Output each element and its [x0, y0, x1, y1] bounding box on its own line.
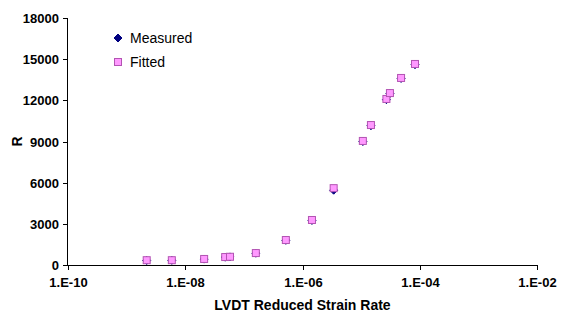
y-tick-label: 3000: [30, 217, 59, 232]
point: [282, 236, 290, 244]
point: [252, 250, 259, 257]
chart: 0 3000 6000 9000 12000 15000 18000 1.E-10 1.E-08…: [0, 0, 582, 327]
y-tick-label: 0: [52, 258, 59, 273]
x-tick-label: 1.E-06: [284, 275, 322, 290]
series-1: [143, 60, 418, 263]
point: [412, 60, 419, 67]
x-tick-label: 1.E-02: [518, 275, 556, 290]
point: [367, 122, 375, 130]
x-tick: [420, 265, 421, 270]
x-axis-label: LVDT Reduced Strain Rate: [214, 297, 391, 313]
legend: Measured Fitted: [114, 30, 192, 70]
x-tick: [68, 265, 69, 270]
y-axis: [67, 18, 68, 265]
x-axis: [68, 265, 537, 266]
point: [282, 237, 289, 244]
point: [330, 185, 337, 192]
y-tick: [63, 183, 68, 184]
y-tick-label: 18000: [23, 11, 59, 26]
point: [367, 122, 374, 129]
point: [143, 257, 150, 264]
point: [308, 216, 316, 224]
legend-label: Measured: [130, 30, 192, 46]
y-tick: [63, 142, 68, 143]
y-axis-label: R: [9, 136, 25, 146]
legend-label: Fitted: [130, 54, 165, 70]
point: [252, 249, 260, 257]
point: [168, 257, 175, 264]
y-tick: [63, 18, 68, 19]
point: [398, 74, 405, 81]
point: [411, 61, 419, 69]
legend-marker: [115, 59, 122, 66]
plot-area: [143, 60, 419, 264]
point: [226, 253, 234, 261]
point: [386, 90, 393, 97]
point: [201, 255, 208, 262]
y-tick: [63, 265, 68, 266]
legend-marker: [114, 34, 122, 42]
y-tick: [63, 59, 68, 60]
point: [359, 137, 366, 144]
y-tick: [63, 224, 68, 225]
x-tick-label: 1.E-08: [166, 275, 204, 290]
x-tick: [185, 265, 186, 270]
y-tick-label: 12000: [23, 93, 59, 108]
point: [397, 74, 405, 82]
point: [227, 253, 234, 260]
point: [308, 216, 315, 223]
series-0: [143, 61, 419, 265]
x-tick-label: 1.E-10: [49, 275, 87, 290]
x-tick-label: 1.E-04: [401, 275, 440, 290]
y-tick: [63, 100, 68, 101]
point: [168, 256, 176, 264]
y-tick-label: 15000: [23, 52, 59, 67]
point: [143, 256, 151, 264]
point: [200, 255, 208, 263]
point: [359, 138, 367, 146]
point: [386, 89, 394, 97]
y-tick-label: 6000: [30, 176, 59, 191]
x-tick: [303, 265, 304, 270]
x-tick: [537, 265, 538, 270]
y-tick-label: 9000: [30, 135, 59, 150]
